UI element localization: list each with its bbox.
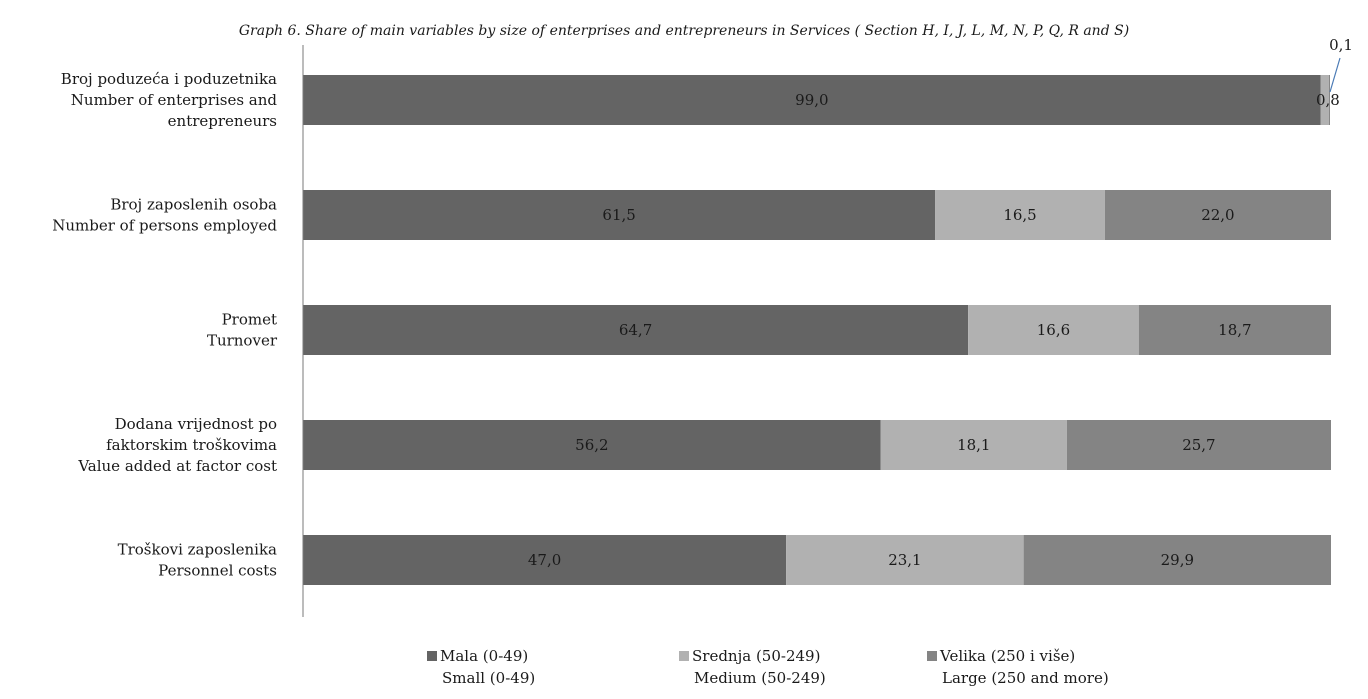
legend-swatch-2 — [679, 651, 689, 661]
legend-swatch-3 — [927, 651, 937, 661]
data-label-2-row-1: 0,8 — [1316, 91, 1340, 109]
data-label-3-row-4: 25,7 — [1182, 436, 1215, 454]
bar-segment-1-row-4 — [303, 420, 881, 470]
category-label-2-line-2: Number of persons employed — [52, 217, 277, 235]
bar-segment-3-row-1 — [1328, 75, 1330, 125]
bar-segment-1-row-3 — [303, 305, 969, 355]
category-label-3-line-2: Turnover — [207, 332, 278, 350]
bar-segment-3-row-2 — [1104, 190, 1331, 240]
data-label-2-row-3: 16,6 — [1037, 321, 1070, 339]
bar-segment-3-row-5 — [1023, 535, 1331, 585]
data-label-1-row-5: 47,0 — [528, 551, 561, 569]
legend-label-1-line-1: Mala (0-49) — [440, 647, 528, 665]
category-label-3-line-1: Promet — [222, 311, 277, 329]
data-label-3-row-1: 0,1 — [1329, 36, 1353, 54]
category-label-4-line-3: Value added at factor cost — [77, 457, 277, 475]
bar-segment-1-row-5 — [303, 535, 787, 585]
category-label-4-line-2: faktorskim troškovima — [106, 436, 277, 454]
bar-segment-2-row-2 — [935, 190, 1105, 240]
category-label-5-line-1: Troškovi zaposlenika — [118, 541, 277, 559]
data-label-1-row-2: 61,5 — [602, 206, 635, 224]
data-label-3-row-3: 18,7 — [1218, 321, 1251, 339]
bar-segment-3-row-3 — [1138, 305, 1331, 355]
legend-label-1-line-2: Small (0-49) — [442, 669, 535, 687]
legend-label-3-line-1: Velika (250 i više) — [939, 647, 1075, 665]
bar-segment-2-row-1 — [1320, 75, 1329, 125]
legend-label-2-line-1: Srednja (50-249) — [692, 647, 820, 665]
bar-segment-2-row-4 — [880, 420, 1067, 470]
chart-title: Graph 6. Share of main variables by size… — [239, 23, 1129, 39]
data-label-2-row-4: 18,1 — [957, 436, 990, 454]
category-label-5-line-2: Personnel costs — [158, 562, 277, 580]
category-label-2-line-1: Broj zaposlenih osoba — [110, 196, 277, 214]
data-label-3-row-2: 22,0 — [1201, 206, 1234, 224]
data-label-2-row-2: 16,5 — [1003, 206, 1036, 224]
bar-segment-1-row-1 — [303, 75, 1321, 125]
category-label-1-line-2: Number of enterprises and — [71, 91, 278, 109]
bar-segment-2-row-5 — [786, 535, 1024, 585]
data-label-1-row-1: 99,0 — [795, 91, 828, 109]
legend-label-3-line-2: Large (250 and more) — [942, 669, 1109, 687]
category-label-1-line-3: entrepreneurs — [168, 112, 277, 130]
category-label-1-line-1: Broj poduzeća i poduzetnika — [61, 70, 277, 88]
data-label-3-row-5: 29,9 — [1161, 551, 1194, 569]
legend-label-2-line-2: Medium (50-249) — [694, 669, 826, 687]
data-label-2-row-5: 23,1 — [888, 551, 921, 569]
data-label-leader-line — [1329, 57, 1341, 93]
bar-segment-3-row-4 — [1066, 420, 1331, 470]
legend-swatch-1 — [427, 651, 437, 661]
data-label-1-row-4: 56,2 — [575, 436, 608, 454]
data-label-1-row-3: 64,7 — [619, 321, 652, 339]
category-label-4-line-1: Dodana vrijednost po — [115, 415, 277, 433]
bar-segment-2-row-3 — [968, 305, 1139, 355]
bar-segment-1-row-2 — [303, 190, 936, 240]
